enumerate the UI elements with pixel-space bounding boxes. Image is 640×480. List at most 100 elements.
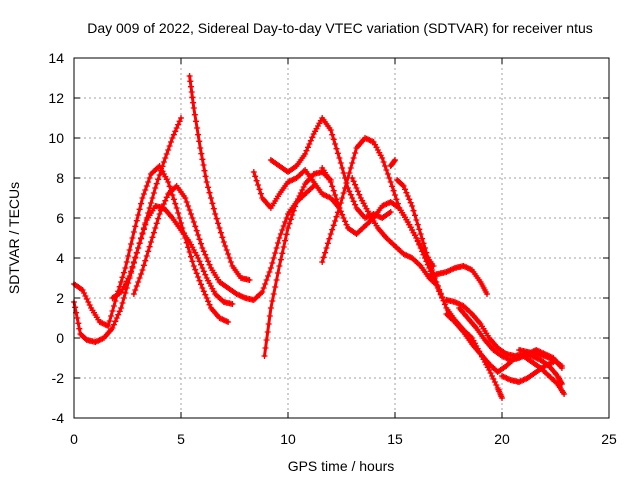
data-point — [155, 215, 162, 222]
data-point — [382, 163, 388, 169]
data-point — [420, 240, 427, 247]
data-point — [199, 156, 206, 163]
data-point — [287, 216, 294, 223]
data-point — [140, 262, 147, 269]
data-point — [423, 249, 430, 256]
data-point — [433, 279, 440, 285]
data-point — [152, 185, 159, 191]
data-point — [439, 294, 446, 300]
data-point — [272, 284, 279, 290]
data-point — [306, 141, 313, 147]
data-point — [414, 238, 421, 245]
data-point — [196, 258, 203, 265]
data-point — [267, 265, 274, 271]
data-point — [246, 277, 253, 283]
data-point — [113, 315, 120, 321]
data-point — [399, 182, 406, 188]
data-point — [330, 222, 337, 229]
data-point — [118, 305, 125, 311]
data-point — [261, 353, 268, 359]
data-point — [163, 194, 170, 201]
data-point — [138, 200, 145, 207]
data-point — [195, 131, 202, 138]
data-point — [332, 192, 339, 198]
data-point — [327, 127, 334, 133]
data-point — [339, 165, 346, 171]
data-point — [285, 225, 291, 231]
data-point — [178, 115, 184, 121]
data-point — [172, 200, 179, 207]
data-traces — [71, 73, 568, 401]
data-point — [404, 193, 411, 199]
data-point — [343, 221, 350, 228]
data-point — [175, 210, 182, 216]
data-point — [150, 190, 157, 196]
data-point — [191, 111, 198, 118]
data-point — [303, 147, 310, 154]
data-point — [130, 229, 137, 235]
y-tick-label: 8 — [56, 170, 64, 186]
data-point — [223, 247, 230, 253]
data-point — [441, 301, 448, 308]
data-point — [150, 229, 157, 236]
data-point — [265, 273, 271, 279]
data-point — [196, 138, 203, 145]
data-point — [333, 196, 340, 203]
data-point — [206, 261, 213, 268]
series-track-16 — [443, 311, 568, 397]
data-point — [189, 258, 196, 265]
data-point — [162, 197, 169, 204]
data-point — [203, 255, 210, 261]
data-point — [339, 195, 346, 201]
data-point — [200, 268, 207, 275]
data-point — [173, 205, 180, 211]
data-point — [282, 237, 289, 244]
series-track-14 — [426, 263, 490, 297]
data-point — [149, 195, 156, 201]
data-point — [125, 253, 132, 259]
series-track-7 — [250, 167, 343, 211]
data-point — [216, 225, 223, 231]
x-axis-label: GPS time / hours — [288, 458, 395, 474]
grid — [73, 57, 610, 419]
data-point — [148, 200, 154, 206]
data-point — [217, 229, 224, 236]
data-point — [109, 308, 116, 314]
data-point — [353, 185, 360, 191]
data-point — [253, 177, 260, 184]
data-point — [352, 201, 359, 208]
data-point — [138, 235, 145, 242]
data-point — [229, 301, 236, 307]
data-point — [200, 248, 207, 255]
data-point — [416, 241, 423, 248]
data-point — [142, 221, 149, 228]
data-point — [172, 128, 179, 135]
data-point — [225, 319, 232, 325]
data-point — [256, 186, 263, 193]
data-point — [139, 267, 146, 273]
data-point — [188, 253, 194, 260]
data-point — [182, 195, 189, 201]
data-point — [146, 243, 153, 250]
axis-ticks — [73, 57, 610, 419]
data-point — [334, 150, 341, 157]
data-point — [128, 268, 135, 275]
data-point — [342, 218, 349, 225]
data-point — [307, 137, 314, 144]
series-track-3 — [109, 203, 236, 307]
data-point — [352, 150, 359, 156]
data-point — [219, 234, 226, 241]
data-point — [142, 257, 149, 264]
series-track-1 — [71, 163, 232, 329]
data-point — [202, 291, 209, 298]
data-point — [305, 144, 311, 151]
data-point — [280, 244, 287, 250]
data-point — [280, 223, 287, 229]
data-point — [389, 183, 396, 190]
series-track-12 — [387, 157, 398, 169]
x-tick-label: 20 — [494, 431, 510, 447]
data-point — [76, 325, 83, 332]
data-point — [201, 167, 208, 174]
data-point — [332, 218, 339, 224]
data-point — [250, 169, 257, 175]
